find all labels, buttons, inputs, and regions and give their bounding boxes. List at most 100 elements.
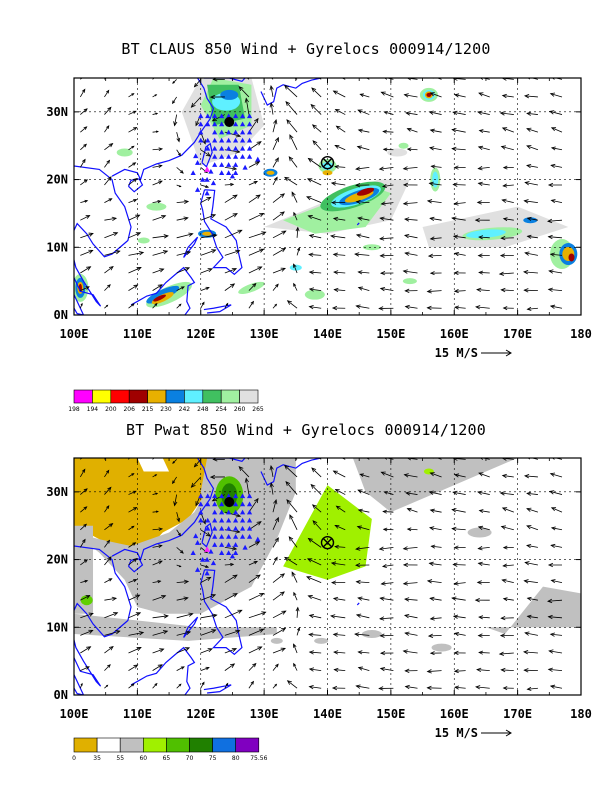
field-shade bbox=[202, 231, 213, 236]
wind-vector bbox=[80, 108, 88, 115]
wind-vector-head bbox=[379, 633, 385, 638]
wind-vector-head bbox=[136, 267, 142, 271]
gyre-triangle bbox=[210, 560, 217, 566]
x-tick-label: 110E bbox=[123, 327, 152, 341]
gyre-triangle bbox=[233, 113, 239, 119]
wind-vector-head bbox=[172, 461, 175, 464]
wind-vector-head bbox=[426, 199, 433, 204]
wind-vector bbox=[200, 234, 217, 239]
wind-vector bbox=[176, 597, 188, 601]
wind-vector-head bbox=[176, 137, 181, 143]
wind-vector-head bbox=[231, 546, 238, 551]
wind-vector bbox=[248, 628, 264, 636]
wind-vector bbox=[128, 252, 144, 256]
wind-vector bbox=[152, 528, 163, 531]
wind-vector bbox=[356, 581, 370, 583]
wind-vector bbox=[152, 180, 163, 186]
gyre-triangle bbox=[204, 570, 210, 576]
wind-vector bbox=[270, 465, 274, 478]
wind-vector-head bbox=[406, 527, 412, 532]
wind-vector bbox=[356, 234, 370, 239]
colorbar-label: 65 bbox=[163, 755, 171, 762]
wind-vector-head bbox=[426, 669, 432, 674]
wind-vector-head bbox=[244, 477, 249, 483]
wind-vector-head bbox=[500, 235, 506, 241]
wind-vector-head bbox=[157, 199, 162, 204]
wind-vector-head bbox=[549, 92, 556, 97]
wind-vector-head bbox=[404, 597, 410, 602]
wind-vector bbox=[248, 681, 254, 689]
wind-vector-head bbox=[105, 89, 110, 94]
wind-vector-head bbox=[354, 632, 360, 637]
wind-vector-head bbox=[158, 527, 164, 532]
wind-vector bbox=[383, 511, 394, 513]
wind-vector bbox=[333, 90, 346, 98]
wind-vector bbox=[478, 166, 490, 170]
wind-vector bbox=[312, 140, 322, 151]
wind-vector bbox=[475, 306, 490, 309]
wind-vector-head bbox=[133, 664, 139, 669]
wind-vector bbox=[308, 538, 322, 548]
wind-vector-head bbox=[131, 93, 135, 96]
wind-vector bbox=[248, 283, 257, 291]
gyre-triangle bbox=[233, 170, 239, 175]
coastline bbox=[203, 458, 246, 463]
field-shade bbox=[283, 485, 372, 580]
wind-vector-head bbox=[106, 159, 111, 164]
wind-vector bbox=[128, 93, 134, 98]
gyre-triangle bbox=[246, 517, 253, 523]
wind-vector bbox=[152, 268, 164, 274]
wind-vector-head bbox=[405, 111, 411, 116]
gyre-triangle bbox=[233, 550, 239, 555]
wind-vector-head bbox=[306, 558, 313, 563]
wind-vector bbox=[176, 149, 181, 156]
wind-vector bbox=[379, 546, 394, 550]
wind-vector-head bbox=[380, 201, 386, 206]
vector-ref-head bbox=[505, 349, 512, 357]
wind-vector-head bbox=[274, 556, 278, 561]
wind-vector-head bbox=[355, 233, 362, 238]
wind-vector-head bbox=[293, 282, 297, 287]
wind-vector-head bbox=[355, 562, 361, 568]
gyre-triangle bbox=[219, 153, 225, 159]
wind-vector-head bbox=[188, 232, 194, 237]
wind-vector-head bbox=[188, 612, 194, 617]
wind-vector bbox=[530, 458, 538, 460]
wind-vector-head bbox=[502, 686, 508, 691]
wind-vector-head bbox=[230, 562, 235, 567]
wind-vector bbox=[478, 546, 490, 550]
wind-vector bbox=[224, 166, 237, 170]
wind-vector-head bbox=[154, 94, 158, 97]
wind-vector-head bbox=[526, 507, 532, 512]
wind-vector-head bbox=[355, 684, 361, 689]
wind-vector-head bbox=[107, 284, 111, 288]
wind-vector bbox=[128, 232, 141, 239]
gyre-triangle bbox=[219, 121, 225, 127]
wind-vector-head bbox=[237, 229, 243, 234]
wind-vector bbox=[548, 288, 563, 292]
wind-vector-head bbox=[210, 594, 217, 599]
wind-vector-head bbox=[241, 453, 245, 456]
wind-vector-head bbox=[429, 596, 435, 602]
wind-vector bbox=[477, 491, 490, 495]
wind-vector-head bbox=[359, 473, 364, 477]
wind-vector bbox=[358, 651, 370, 654]
wind-vector-head bbox=[452, 562, 458, 567]
wind-vector bbox=[406, 492, 418, 495]
wind-vector-head bbox=[107, 486, 112, 491]
gyre-triangle bbox=[212, 501, 218, 507]
wind-vector-head bbox=[286, 680, 292, 685]
wind-vector bbox=[270, 483, 274, 495]
wind-vector-head bbox=[105, 684, 109, 687]
wind-vector bbox=[453, 111, 466, 115]
wind-vector-head bbox=[355, 579, 361, 585]
wind-vector-head bbox=[428, 110, 434, 115]
wind-vector bbox=[128, 303, 135, 309]
wind-vector-head bbox=[231, 166, 238, 171]
colorbar-label: 80 bbox=[232, 755, 240, 762]
wind-vector-head bbox=[85, 666, 90, 670]
wind-vector bbox=[176, 613, 193, 619]
wind-vector bbox=[403, 582, 418, 585]
wind-vector bbox=[333, 633, 346, 636]
wind-vector bbox=[272, 627, 286, 636]
